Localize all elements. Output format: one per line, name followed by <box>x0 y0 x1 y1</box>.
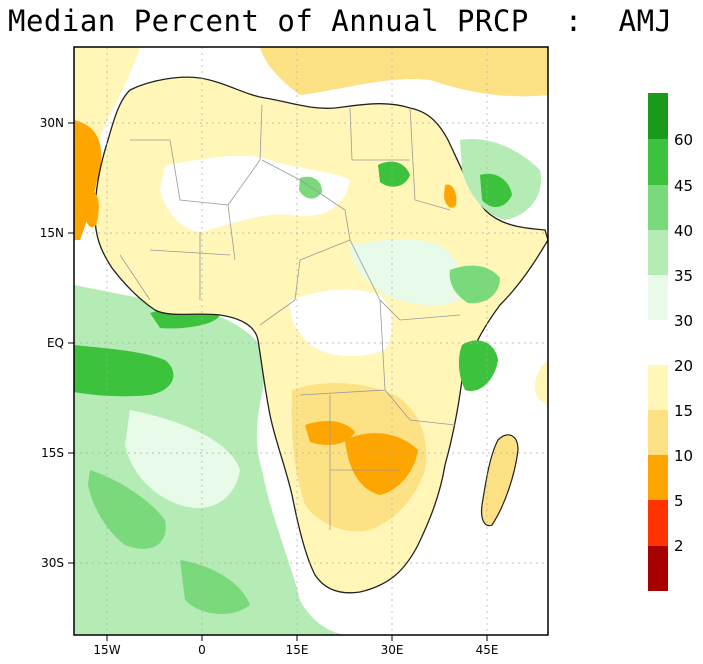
swatch-dry-20 <box>648 365 668 410</box>
y-tick-15s: 15S <box>41 446 64 460</box>
swatch-dry-15 <box>648 410 668 455</box>
graticule <box>74 47 548 635</box>
swatch-wet-40 <box>648 185 668 230</box>
indian-ocean-yellow <box>534 360 548 405</box>
swatch-wet-60 <box>648 93 668 139</box>
colorbar-label-10: 10 <box>674 447 694 465</box>
x-tick-45e: 45E <box>476 643 499 657</box>
ethiopia-green <box>449 265 500 304</box>
colorbar-label-30: 30 <box>674 312 694 330</box>
madagascar <box>480 434 519 527</box>
colorbar-label-5: 5 <box>674 492 684 510</box>
colorbar-label-35: 35 <box>674 267 694 285</box>
central-africa-white <box>289 289 392 357</box>
red-sea-orange <box>444 184 457 208</box>
atlantic-light-field <box>125 410 240 509</box>
x-tick-30e: 30E <box>381 643 404 657</box>
map-frame <box>73 46 549 636</box>
x-tick-15w: 15W <box>93 643 120 657</box>
sw-orange-coast <box>74 120 102 240</box>
colorbar-label-20: 20 <box>674 357 694 375</box>
atlantic-green-core <box>74 345 174 397</box>
zimbabwe-orange <box>345 433 418 495</box>
tick-marks <box>68 122 488 641</box>
swatch-wet-35 <box>648 230 668 275</box>
west-africa-coast-orange <box>84 189 99 228</box>
sahara-white <box>160 155 350 232</box>
y-tick-30n: 30N <box>40 116 64 130</box>
y-tick-eq: EQ <box>47 336 64 350</box>
egypt-green <box>378 161 410 187</box>
east-africa-green <box>458 340 498 391</box>
map-title: Median Percent of Annual PRCP : AMJ <box>8 4 673 38</box>
x-tick-0: 0 <box>198 643 206 657</box>
south-atlantic-green-2 <box>180 560 250 615</box>
colorbar-label-45: 45 <box>674 177 694 195</box>
mediterranean-yellow <box>260 47 548 97</box>
colorbar-label-15: 15 <box>674 402 694 420</box>
map-content <box>74 47 548 635</box>
colorbar-label-40: 40 <box>674 222 694 240</box>
y-tick-30s: 30S <box>41 556 64 570</box>
sw-yellow-ocean <box>74 47 140 240</box>
country-borders <box>119 104 461 530</box>
colorbar-label-60: 60 <box>674 131 694 149</box>
arabia-green-core <box>480 173 512 207</box>
sahel-light-green <box>350 239 464 306</box>
colorbar-label-2: 2 <box>674 537 684 555</box>
x-tick-15e: 15E <box>286 643 309 657</box>
swatch-wet-30 <box>648 275 668 320</box>
swatch-dry-2 <box>648 546 668 591</box>
swatch-dry-5 <box>648 500 668 546</box>
south-atlantic-green <box>88 470 166 549</box>
swatch-wet-45 <box>648 139 668 185</box>
sahara-green-spot <box>299 176 322 199</box>
y-tick-15n: 15N <box>40 226 64 240</box>
swatch-dry-10 <box>648 455 668 500</box>
